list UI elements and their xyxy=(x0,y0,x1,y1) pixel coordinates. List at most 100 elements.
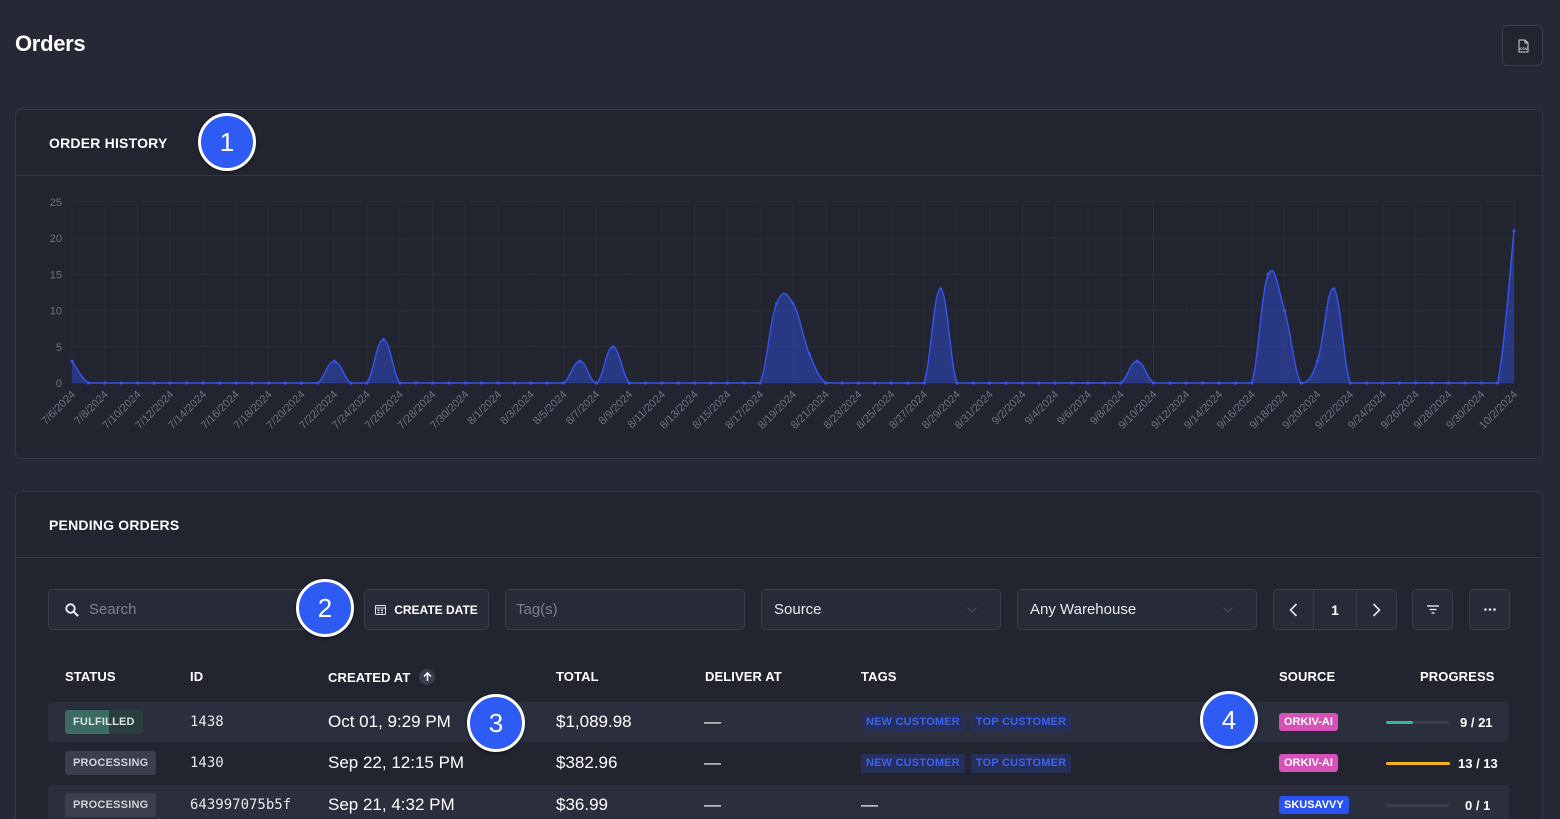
warehouse-select[interactable]: Any Warehouse xyxy=(1017,589,1257,630)
tag-badge[interactable]: NEW CUSTOMER xyxy=(861,712,965,732)
filter-button[interactable] xyxy=(1412,589,1453,630)
column-header-status[interactable]: STATUS xyxy=(65,669,116,684)
column-header-source[interactable]: SOURCE xyxy=(1279,669,1336,684)
svg-text:CSV: CSV xyxy=(1519,47,1527,51)
column-header-total[interactable]: TOTAL xyxy=(556,669,599,684)
data-point xyxy=(70,359,74,363)
data-point xyxy=(545,381,549,385)
data-point xyxy=(693,381,697,385)
order-history-title: ORDER HISTORY xyxy=(49,134,168,151)
create-date-label: CREATE DATE xyxy=(394,602,478,617)
column-header-tags[interactable]: TAGS xyxy=(861,669,897,684)
annotation-marker-1: 1 xyxy=(198,113,256,171)
order-history-header: ORDER HISTORY xyxy=(16,110,1542,176)
data-point xyxy=(86,381,90,385)
data-point xyxy=(1282,309,1287,313)
source-badge: SKUSAVVY xyxy=(1279,796,1349,814)
column-header-deliver-at[interactable]: DELIVER AT xyxy=(705,669,782,684)
data-point xyxy=(1151,381,1156,385)
data-point xyxy=(185,381,189,385)
next-page-button[interactable] xyxy=(1357,590,1396,629)
create-date-button[interactable]: CREATE DATE xyxy=(364,589,489,630)
tag-badge[interactable]: TOP CUSTOMER xyxy=(970,753,1072,773)
tags-input[interactable]: Tag(s) xyxy=(505,589,745,630)
data-point xyxy=(1004,381,1008,385)
data-point xyxy=(1430,381,1434,385)
order-history-card: ORDER HISTORY 0 5 10 15 20 25 7/6/2024 7/8/2024… xyxy=(15,109,1543,459)
data-point xyxy=(103,381,107,385)
tag-badge[interactable]: NEW CUSTOMER xyxy=(861,753,965,773)
data-point xyxy=(348,381,353,385)
data-point xyxy=(135,381,140,385)
data-point xyxy=(1069,381,1074,385)
data-point xyxy=(1512,229,1516,233)
data-point xyxy=(283,381,287,385)
sort-ascending-icon[interactable] xyxy=(419,669,436,685)
column-header-created-at[interactable]: CREATED AT xyxy=(328,669,436,685)
data-point xyxy=(1119,381,1123,385)
pending-orders-title: PENDING ORDERS xyxy=(49,516,180,533)
data-point xyxy=(1250,381,1254,385)
order-total: $36.99 xyxy=(556,795,608,814)
source-badge: ORKIV-AI xyxy=(1279,713,1338,731)
csv-file-icon: CSV xyxy=(1518,39,1528,52)
data-point xyxy=(1184,381,1188,385)
table-row[interactable]: PROCESSING 643997075b5f Sep 21, 4:32 PM … xyxy=(48,785,1509,819)
status-badge: PROCESSING xyxy=(65,751,157,775)
data-point xyxy=(1266,272,1270,276)
data-point xyxy=(316,381,320,385)
x-tick-label: 8/1/2024 xyxy=(465,389,504,428)
order-id[interactable]: 1430 xyxy=(190,755,224,771)
data-point xyxy=(660,381,664,385)
export-csv-button[interactable]: CSV xyxy=(1502,25,1543,66)
data-point xyxy=(1102,381,1106,385)
y-tick-label: 20 xyxy=(50,233,62,245)
data-point xyxy=(1414,381,1418,385)
data-point xyxy=(561,381,566,385)
chevron-left-icon xyxy=(1289,602,1298,617)
annotation-marker-2: 2 xyxy=(296,579,354,637)
data-point xyxy=(758,381,762,385)
progress-count: 0 / 1 xyxy=(1465,797,1491,813)
x-tick-label: 8/3/2024 xyxy=(498,389,537,428)
data-point xyxy=(938,287,943,291)
order-total: $382.96 xyxy=(556,753,618,772)
data-point xyxy=(840,381,844,385)
data-point xyxy=(1364,381,1369,385)
status-badge: FULFILLED xyxy=(65,710,143,734)
progress-bar xyxy=(1386,803,1450,807)
order-id[interactable]: 1438 xyxy=(190,714,224,730)
data-point xyxy=(824,381,828,385)
tags-list: NEW CUSTOMER TOP CUSTOMER xyxy=(861,743,1077,783)
deliver-at: — xyxy=(704,795,721,814)
prev-page-button[interactable] xyxy=(1274,590,1313,629)
more-options-button[interactable] xyxy=(1469,589,1510,630)
column-header-progress[interactable]: PROGRESS xyxy=(1420,669,1495,684)
data-point xyxy=(152,381,156,385)
source-select[interactable]: Source xyxy=(761,589,1001,630)
data-point xyxy=(906,381,910,385)
data-point xyxy=(1479,381,1483,385)
data-point xyxy=(627,381,631,385)
order-id[interactable]: 643997075b5f xyxy=(190,797,292,813)
tag-badge[interactable]: TOP CUSTOMER xyxy=(970,712,1072,732)
data-point xyxy=(119,381,123,385)
current-page[interactable]: 1 xyxy=(1313,590,1357,629)
data-point xyxy=(496,381,500,385)
more-horizontal-icon xyxy=(1483,608,1496,611)
data-point xyxy=(578,359,582,363)
data-point xyxy=(168,381,172,385)
data-point xyxy=(381,337,385,342)
data-point xyxy=(430,381,435,385)
data-point xyxy=(365,381,369,385)
data-point xyxy=(709,381,713,385)
data-point xyxy=(643,381,648,385)
data-point xyxy=(480,381,484,385)
data-point xyxy=(889,381,893,385)
data-point xyxy=(1348,381,1352,385)
data-point xyxy=(775,301,779,305)
data-point xyxy=(1397,381,1401,385)
table-row[interactable]: PROCESSING 1430 Sep 22, 12:15 PM $382.96… xyxy=(48,743,1509,783)
table-row[interactable]: FULFILLED 1438 Oct 01, 9:29 PM $1,089.98… xyxy=(48,702,1509,742)
column-header-id[interactable]: ID xyxy=(190,669,204,684)
